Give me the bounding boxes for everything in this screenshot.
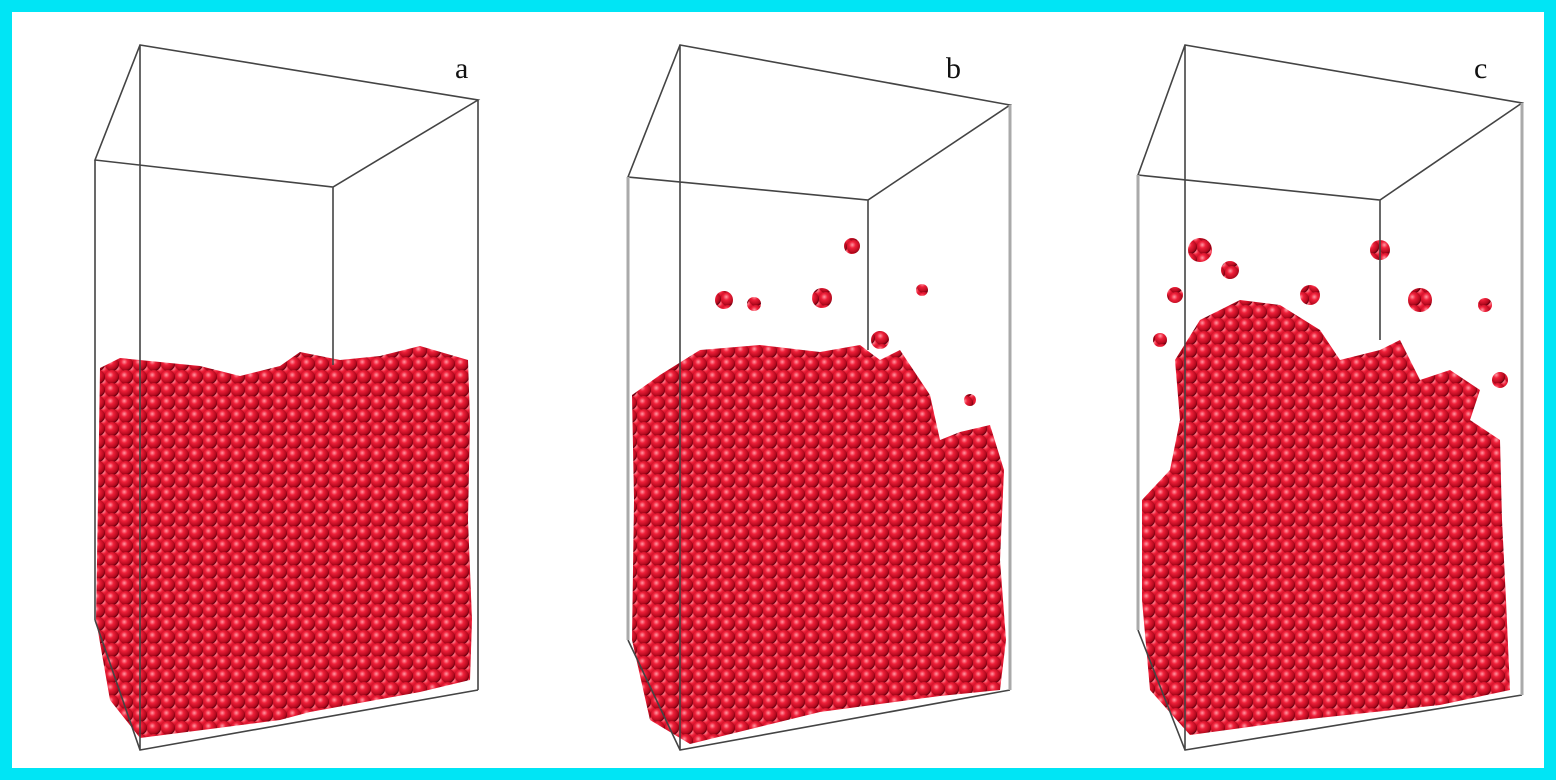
figure: a b c [0, 0, 1556, 780]
particles [632, 345, 1006, 744]
panel-a: a [95, 45, 478, 750]
page: a b c (() => { const data = JSON.parse(d… [0, 0, 1556, 780]
panel-c: c [1138, 45, 1522, 750]
panel-label: a [455, 52, 468, 85]
panel-b: b [628, 45, 1010, 750]
particles [96, 346, 472, 738]
particles [1142, 300, 1510, 735]
panel-label: b [946, 52, 961, 85]
panel-label: c [1474, 52, 1487, 85]
